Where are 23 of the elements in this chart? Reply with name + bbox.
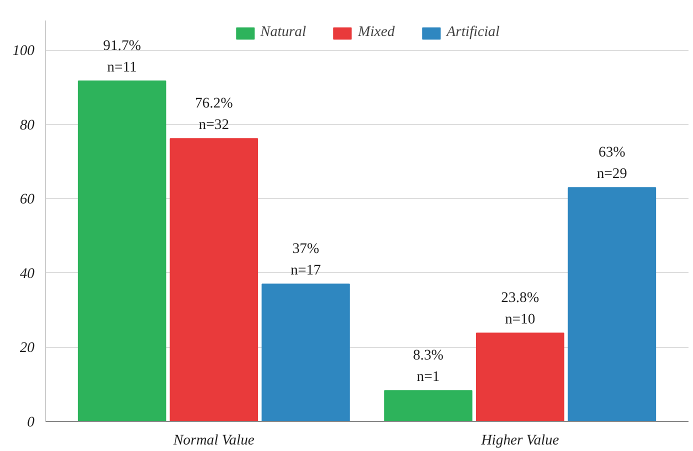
data-label: 63% n=29 [596,144,628,182]
bar [262,284,350,422]
y-tick-label: 60 [20,192,36,208]
x-tick-label: Higher Value [480,432,560,448]
legend-label: Artificial [446,24,500,41]
bar [568,187,656,422]
y-tick-label: 40 [20,266,36,282]
y-tick-label: 80 [20,117,36,134]
x-tick-label: Normal Value [172,432,255,448]
data-label: 23.8% n=10 [501,290,540,328]
data-label: 37% n=17 [290,240,321,279]
bar [384,390,472,422]
legend-label: Natural [260,24,306,41]
data-label: 76.2% n=32 [194,95,233,134]
bar [476,332,564,422]
legend-label: Mixed [358,24,395,41]
y-tick-label: 20 [20,340,36,356]
data-label: 91.7% n=11 [103,38,141,76]
bar [78,80,166,422]
y-tick-label: 100 [12,43,36,60]
data-label: 8.3% n=1 [412,348,444,386]
bar [170,138,258,422]
y-tick-label: 0 [27,414,36,430]
